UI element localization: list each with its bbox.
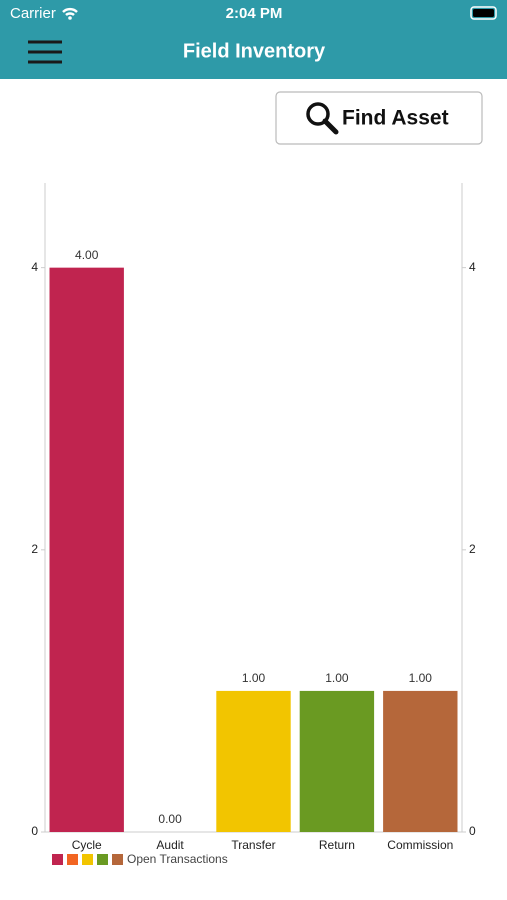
wifi-icon	[62, 7, 78, 17]
y2-tick-label: 0	[469, 824, 476, 838]
value-label: 4.00	[75, 248, 99, 262]
carrier: Carrier	[10, 5, 56, 22]
bar	[383, 690, 458, 832]
wifi-dot	[68, 16, 72, 20]
x-tick-label: Return	[319, 838, 355, 852]
legend-swatch	[112, 854, 123, 865]
y-tick-label: 0	[31, 824, 38, 838]
value-label: 1.00	[325, 671, 349, 685]
button-label[interactable]: Find Asset	[342, 107, 449, 130]
bar	[299, 690, 375, 832]
y2-tick-label: 4	[469, 260, 476, 274]
legend-swatch	[97, 854, 108, 865]
legend-label: Open Transactions	[127, 852, 228, 866]
clock: 2:04 PM	[226, 5, 283, 22]
y2-tick-label: 2	[469, 542, 476, 556]
x-tick-label: Audit	[156, 838, 184, 852]
value-label: 0.00	[158, 812, 182, 826]
legend-swatch	[67, 854, 78, 865]
screen-title: Field Inventory	[183, 40, 326, 62]
find-asset-button[interactable]: Find Asset	[275, 91, 483, 145]
bar	[216, 690, 291, 832]
y-tick-label: 2	[31, 542, 38, 556]
battery	[470, 6, 497, 20]
value-label: 1.00	[242, 671, 266, 685]
bar	[49, 267, 124, 832]
menu-button[interactable]	[28, 40, 62, 64]
x-tick-label: Cycle	[72, 838, 102, 852]
x-tick-label: Commission	[387, 838, 453, 852]
header-bar	[0, 0, 507, 79]
battery-level	[473, 9, 494, 17]
x-tick-label: Transfer	[231, 838, 275, 852]
legend-swatch	[52, 854, 63, 865]
y-tick-label: 4	[31, 260, 38, 274]
chart: 0 2 4 0 2 4 Cycle Audit Transfer Return Commission…	[31, 183, 476, 866]
legend-swatch	[82, 854, 93, 865]
value-label: 1.00	[409, 671, 433, 685]
